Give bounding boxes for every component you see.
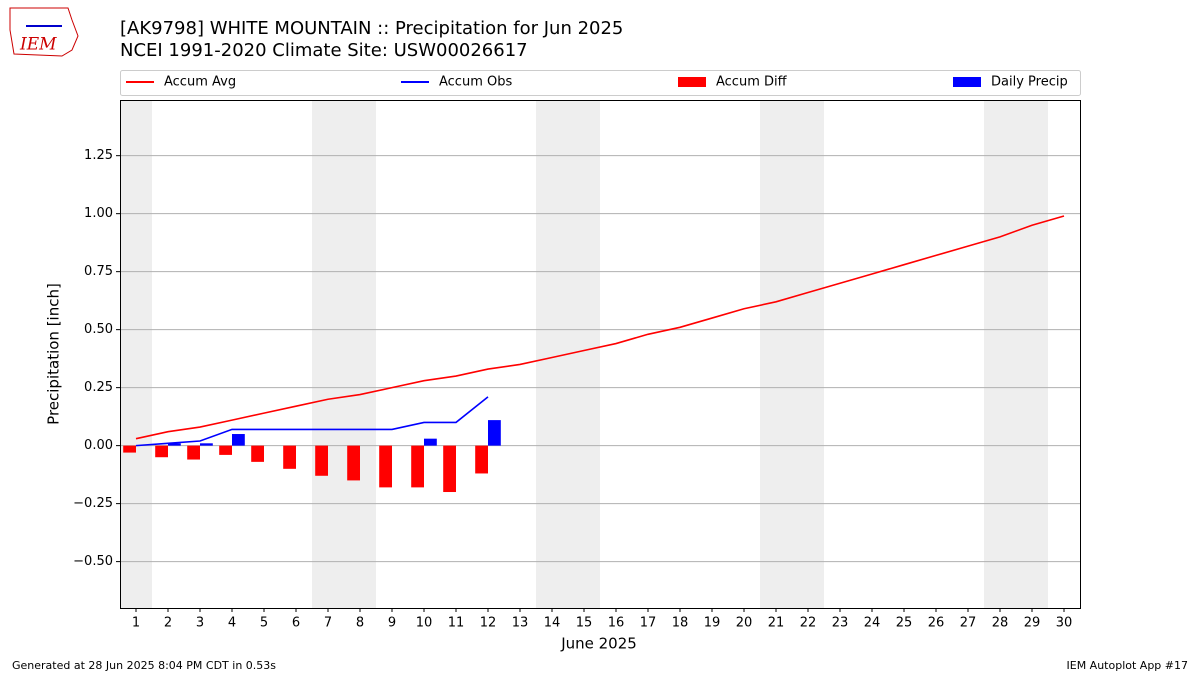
y-axis-label: Precipitation [inch] bbox=[45, 283, 63, 425]
y-tick-label: −0.50 bbox=[73, 554, 113, 569]
x-tick-label: 8 bbox=[356, 616, 364, 631]
bar bbox=[232, 434, 245, 446]
legend-label: Accum Diff bbox=[716, 75, 788, 90]
bar bbox=[168, 443, 181, 446]
x-tick-label: 22 bbox=[800, 616, 817, 631]
weekend-shade bbox=[120, 100, 152, 608]
x-tick-label: 7 bbox=[324, 616, 332, 631]
x-tick-label: 25 bbox=[896, 616, 913, 631]
x-tick-label: 21 bbox=[768, 616, 785, 631]
y-tick-label: 0.00 bbox=[84, 438, 113, 453]
bar bbox=[488, 420, 501, 446]
x-tick-label: 6 bbox=[292, 616, 300, 631]
bar bbox=[155, 445, 168, 458]
y-tick-label: 0.50 bbox=[84, 322, 113, 337]
weekend-shade bbox=[1016, 100, 1048, 608]
x-tick-label: 23 bbox=[832, 616, 849, 631]
bar bbox=[347, 445, 360, 481]
x-tick-label: 13 bbox=[512, 616, 529, 631]
x-tick-label: 19 bbox=[704, 616, 721, 631]
bar bbox=[379, 445, 392, 488]
bar bbox=[283, 445, 296, 469]
chart-title: [AK9798] WHITE MOUNTAIN :: Precipitation… bbox=[120, 18, 623, 39]
x-tick-label: 12 bbox=[480, 616, 497, 631]
bar bbox=[200, 443, 213, 446]
bar bbox=[424, 438, 437, 446]
x-tick-label: 16 bbox=[608, 616, 625, 631]
weekend-shade bbox=[760, 100, 792, 608]
bar bbox=[315, 445, 328, 476]
x-tick-label: 29 bbox=[1024, 616, 1041, 631]
x-tick-label: 24 bbox=[864, 616, 881, 631]
y-tick-label: 1.00 bbox=[84, 206, 113, 221]
legend-box bbox=[120, 70, 1081, 96]
weekend-shade bbox=[568, 100, 600, 608]
bar bbox=[251, 445, 264, 462]
x-tick-label: 20 bbox=[736, 616, 753, 631]
x-tick-label: 10 bbox=[416, 616, 433, 631]
y-tick-label: −0.25 bbox=[73, 496, 113, 511]
x-tick-label: 14 bbox=[544, 616, 561, 631]
x-tick-label: 2 bbox=[164, 616, 172, 631]
logo-outline bbox=[9, 7, 79, 57]
chart-subtitle: NCEI 1991-2020 Climate Site: USW00026617 bbox=[120, 40, 528, 61]
x-tick-label: 27 bbox=[960, 616, 977, 631]
plot-frame bbox=[120, 100, 1081, 609]
x-tick-label: 17 bbox=[640, 616, 657, 631]
legend-label: Accum Obs bbox=[439, 75, 512, 90]
x-tick-label: 3 bbox=[196, 616, 204, 631]
line bbox=[135, 215, 1065, 440]
line bbox=[135, 396, 489, 447]
footer-right: IEM Autoplot App #17 bbox=[1067, 659, 1189, 672]
x-tick-label: 18 bbox=[672, 616, 689, 631]
bar bbox=[187, 445, 200, 460]
bar bbox=[123, 445, 136, 453]
x-tick-label: 15 bbox=[576, 616, 593, 631]
bar bbox=[219, 445, 232, 455]
legend-label: Accum Avg bbox=[164, 75, 236, 90]
legend-swatch bbox=[678, 77, 706, 87]
x-tick-label: 1 bbox=[132, 616, 140, 631]
x-tick-label: 9 bbox=[388, 616, 396, 631]
legend-swatch bbox=[953, 77, 981, 87]
weekend-shade bbox=[984, 100, 1016, 608]
bar bbox=[411, 445, 424, 488]
bar bbox=[475, 445, 488, 474]
plot-area bbox=[120, 100, 1080, 608]
x-tick-label: 28 bbox=[992, 616, 1009, 631]
y-tick-label: 1.25 bbox=[84, 148, 113, 163]
x-tick-label: 26 bbox=[928, 616, 945, 631]
logo: IEM bbox=[9, 7, 79, 57]
x-axis-label: June 2025 bbox=[560, 635, 637, 653]
y-tick-label: 0.75 bbox=[84, 264, 113, 279]
weekend-shade bbox=[312, 100, 344, 608]
x-tick-label: 4 bbox=[228, 616, 236, 631]
x-tick-label: 11 bbox=[448, 616, 465, 631]
bar bbox=[443, 445, 456, 493]
logo-text: IEM bbox=[19, 35, 57, 55]
y-tick-label: 0.25 bbox=[84, 380, 113, 395]
legend-label: Daily Precip bbox=[991, 75, 1068, 90]
footer-left: Generated at 28 Jun 2025 8:04 PM CDT in … bbox=[12, 659, 276, 672]
x-tick-label: 5 bbox=[260, 616, 268, 631]
x-tick-label: 30 bbox=[1056, 616, 1073, 631]
weekend-shade bbox=[536, 100, 568, 608]
weekend-shade bbox=[344, 100, 376, 608]
weekend-shade bbox=[792, 100, 824, 608]
